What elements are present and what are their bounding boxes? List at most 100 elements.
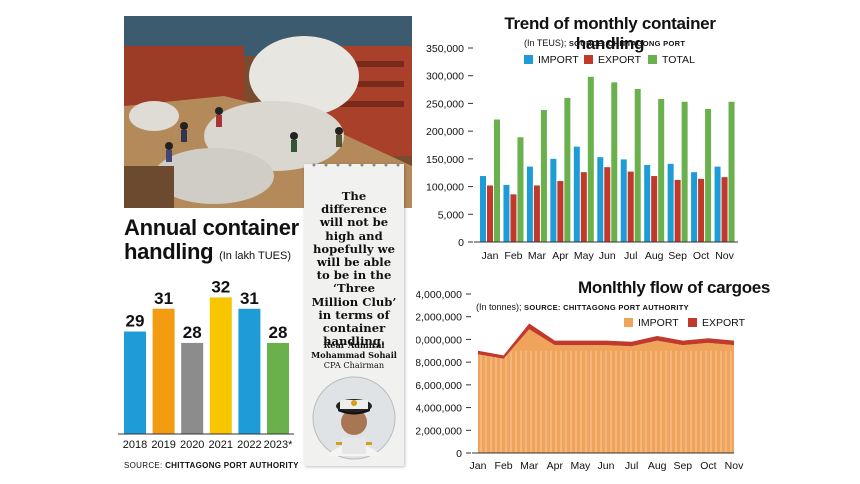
cargo-month-label: Feb <box>495 460 513 472</box>
monthly-legend-swatch <box>584 55 593 64</box>
cargo-month-label: Jan <box>470 460 487 472</box>
cargo-month-label: Jun <box>598 460 615 472</box>
monthly-month-label: Oct <box>693 250 709 262</box>
monthly-bar-total <box>634 89 641 242</box>
annual-title-line1: Annual container <box>124 215 299 240</box>
monthly-ytick-label: 100,000 <box>426 182 464 194</box>
cargo-source: SOURCE: CHITTAGONG PORT AUTHORITY <box>524 303 689 312</box>
annual-bar <box>124 331 146 434</box>
annual-category-label: 2022 <box>237 439 261 451</box>
portrait-avatar <box>312 376 396 460</box>
annual-value-label: 28 <box>183 323 202 342</box>
annual-chart-title: Annual container handling (In lakh TUES) <box>124 216 299 268</box>
monthly-chart-subtitle: (In TEUS); SOURCE: CHITTAGONG PORT <box>524 38 685 48</box>
port-photo-image <box>124 16 412 208</box>
monthly-bar-export <box>487 185 493 242</box>
monthly-bar-chart: 0 5,000 100,000 150,000 200,000 250,000 300,00… <box>426 43 738 262</box>
monthly-bar-import <box>573 146 580 242</box>
monthly-bar-import <box>667 163 674 242</box>
monthly-bar-import <box>480 176 486 242</box>
monthly-bar-export <box>557 181 564 242</box>
monthly-bar-export <box>674 179 681 242</box>
cargo-month-label: Jul <box>625 460 638 472</box>
monthly-bar-total <box>540 110 547 242</box>
annual-category-label: 2018 <box>123 439 147 451</box>
monthly-month-label: May <box>574 250 595 262</box>
monthly-bar-total <box>587 76 594 242</box>
monthly-ytick-label: 200,000 <box>426 126 464 138</box>
annual-value-label: 31 <box>154 289 173 308</box>
cargo-area-chart: 0 2,000,000 4,000,000 6,000,000 8,000,000 10,… <box>416 289 746 472</box>
annual-bar-chart: 29 2018 31 2019 28 2020 32 2021 31 2022 28 2023* <box>118 277 294 451</box>
monthly-legend-label: IMPORT <box>538 54 579 66</box>
quote-role: CPA Chairman <box>323 360 385 370</box>
monthly-ytick-label: 350,000 <box>426 43 464 55</box>
monthly-legend-swatch <box>524 55 533 64</box>
monthly-bar-total <box>705 108 712 242</box>
monthly-bar-export <box>721 177 728 242</box>
cargo-month-label: Aug <box>648 460 667 472</box>
monthly-bar-export <box>533 185 540 242</box>
monthly-month-label: Feb <box>504 250 522 262</box>
monthly-ytick-label: 0 <box>458 237 464 249</box>
monthly-bar-total <box>611 82 618 242</box>
annual-category-label: 2023* <box>264 439 293 451</box>
annual-subtitle: (In lakh TUES) <box>219 250 292 262</box>
annual-category-label: 2020 <box>180 439 204 451</box>
annual-source-text: CHITTAGONG PORT AUTHORITY <box>165 461 299 470</box>
cargo-month-label: May <box>570 460 591 472</box>
annual-source-label: SOURCE: <box>124 461 163 470</box>
monthly-bar-import <box>620 159 627 242</box>
cargo-legend-swatch <box>624 318 633 327</box>
monthly-bar-export <box>627 171 634 242</box>
annual-category-label: 2019 <box>151 439 175 451</box>
quote-name-line2: Mohammad Sohail <box>311 350 397 360</box>
monthly-bar-import <box>503 184 510 242</box>
monthly-bar-total <box>494 119 500 242</box>
monthly-bar-import <box>526 166 533 242</box>
monthly-ytick-label: 150,000 <box>426 154 464 166</box>
annual-value-label: 28 <box>269 323 288 342</box>
monthly-bar-export <box>651 176 658 242</box>
cargo-legend-label: IMPORT <box>638 317 679 329</box>
annual-value-label: 29 <box>126 312 145 331</box>
annual-category-label: 2021 <box>209 439 233 451</box>
annual-source: SOURCE: CHITTAGONG PORT AUTHORITY <box>124 461 299 470</box>
cargo-ytick-label: 12,000,000 <box>416 312 462 324</box>
monthly-bar-export <box>510 194 517 242</box>
monthly-month-label: Jul <box>624 250 637 262</box>
monthly-source: SOURCE: CHITTAGONG PORT <box>568 39 686 48</box>
monthly-bar-import <box>597 157 604 242</box>
quote-name: Rear Admiral Mohammad Sohail <box>306 340 402 360</box>
monthly-bar-import <box>714 166 721 242</box>
monthly-bar-import <box>691 172 698 242</box>
annual-bar <box>152 308 175 434</box>
monthly-bar-total <box>564 97 571 242</box>
monthly-bar-import <box>644 164 651 242</box>
cargo-ytick-label: 8,000,000 <box>416 357 462 369</box>
cargo-ytick-label: 14,000,000 <box>416 289 462 301</box>
monthly-month-label: Jun <box>599 250 616 262</box>
monthly-bar-total <box>681 101 688 242</box>
monthly-month-label: Jan <box>482 250 499 262</box>
cargo-month-label: Sep <box>673 460 692 472</box>
quote-text: The difference will not be high and hope… <box>311 189 397 349</box>
monthly-legend-label: EXPORT <box>598 54 642 66</box>
monthly-ytick-label: 300,000 <box>426 71 464 83</box>
cargo-import-area <box>478 329 734 453</box>
cargo-ytick-label: 6,000,000 <box>416 380 462 392</box>
monthly-ytick-label: 250,000 <box>426 98 464 110</box>
monthly-bar-import <box>550 158 557 242</box>
cargo-unit: (In tonnes); <box>476 302 522 312</box>
monthly-ytick-label: 5,000 <box>438 209 464 221</box>
cargo-ytick-label: 0 <box>456 448 462 460</box>
cargo-legend-swatch <box>688 318 697 327</box>
annual-value-label: 32 <box>211 277 230 296</box>
cargo-ytick-label: 2,000,000 <box>416 425 462 437</box>
annual-bar <box>181 342 204 434</box>
monthly-unit: (In TEUS); <box>524 38 567 48</box>
annual-value-label: 31 <box>240 289 259 308</box>
monthly-legend-label: TOTAL <box>662 54 695 66</box>
monthly-chart-title: Trend of monthly container handling <box>504 14 716 53</box>
monthly-bar-export <box>604 167 611 242</box>
